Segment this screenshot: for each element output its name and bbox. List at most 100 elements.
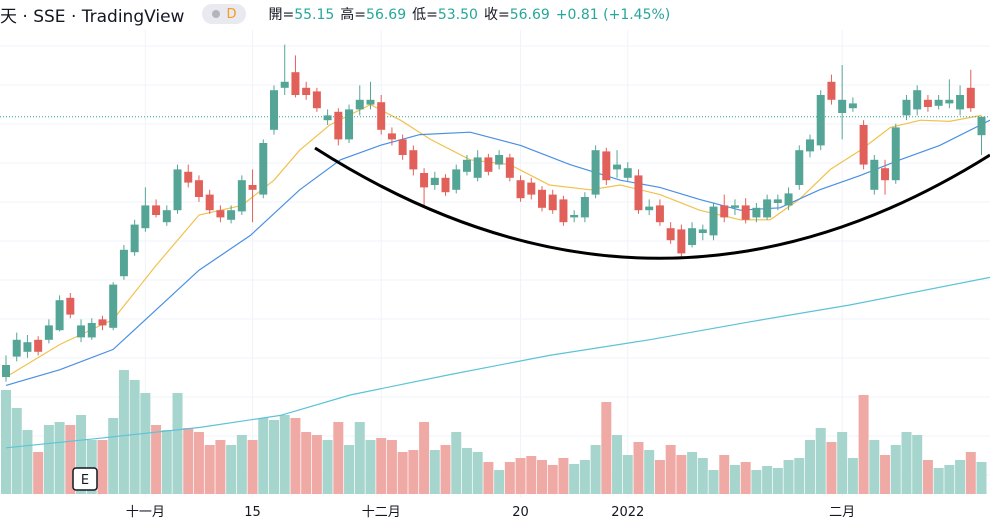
volume-bar (54, 422, 65, 494)
volume-bar (933, 468, 944, 494)
candle-body (645, 206, 654, 211)
volume-bar (376, 438, 387, 494)
volume-bar (386, 440, 397, 494)
legend-value: 55.15 (294, 7, 335, 23)
volume-bar (172, 393, 183, 494)
candle-body (666, 228, 675, 241)
candle-body (570, 215, 579, 218)
candle-body (441, 177, 450, 193)
candle-body (162, 210, 171, 223)
volume-bar (183, 428, 194, 494)
volume-bar (537, 460, 547, 494)
event-badge (72, 467, 98, 491)
candle-body (784, 193, 793, 206)
candle-body (377, 102, 386, 130)
legend-change: +0.81 (+1.45%) (555, 7, 671, 23)
volume-bar (236, 435, 247, 494)
volume-bar (279, 415, 290, 494)
volume-bar (365, 440, 376, 494)
volume-bar (955, 460, 966, 494)
candle-body (452, 169, 461, 190)
volume-bar (729, 465, 740, 494)
x-tick-label: 15 (244, 505, 261, 519)
volume-bar (590, 445, 601, 494)
candle-body (259, 143, 268, 195)
volume-bar (826, 442, 837, 494)
candle-body (934, 99, 943, 106)
volume-bar (97, 440, 108, 494)
candle-body (806, 139, 814, 152)
volume-bar (858, 395, 869, 494)
candle-body (602, 151, 611, 181)
volume-bar (526, 456, 537, 494)
volume-bar (215, 440, 226, 494)
candle-body (398, 139, 407, 155)
volume-bar (965, 452, 976, 494)
volume-bar (901, 432, 912, 494)
candle-body (77, 325, 86, 338)
volume-bar (118, 370, 129, 494)
volume-bar (483, 462, 494, 494)
candle-body (387, 133, 396, 140)
event-label: E (81, 473, 89, 488)
candle-body (902, 99, 911, 116)
candle-body (741, 205, 750, 220)
candle-body (538, 189, 546, 208)
volume-bar (612, 435, 623, 494)
volume-bar (558, 458, 569, 494)
volume-bar (290, 418, 301, 494)
candle-body (194, 180, 203, 197)
candle-body (891, 127, 900, 181)
candle-body (870, 159, 879, 190)
volume-bar (461, 448, 472, 494)
legend-key: 低= (412, 7, 438, 23)
candle-body (366, 99, 375, 105)
candle-body (334, 111, 343, 140)
volume-bar (944, 465, 955, 494)
volume-bar (676, 455, 687, 494)
candle-body (280, 81, 289, 88)
volume-bar (494, 470, 505, 494)
x-tick-label: 二月 (829, 505, 855, 519)
volume-bar (322, 440, 333, 494)
volume-bar (912, 435, 923, 494)
candle-body (623, 168, 632, 178)
candle-body (559, 199, 568, 223)
candle-body (634, 175, 643, 211)
volume-bar (569, 464, 580, 494)
volume-bar (504, 462, 515, 494)
volume-bar (654, 460, 665, 494)
candle-body (130, 224, 139, 253)
candle-body (613, 164, 622, 170)
candle-body (945, 99, 954, 104)
cup-annotation (314, 146, 990, 260)
header: 天 · SSE · TradingView D 開=55.15 高=56.69 低=… (0, 2, 676, 27)
volume-bar (129, 380, 140, 494)
candle-body (773, 199, 782, 203)
legend-key: 高= (340, 7, 367, 23)
candle-body (34, 339, 43, 352)
volume-bar (772, 468, 783, 494)
volume-bar (258, 418, 269, 494)
candle-body (730, 205, 739, 208)
candle-body (688, 228, 697, 245)
interval[interactable]: D (202, 4, 247, 24)
volume-bar (847, 458, 858, 494)
ohlc-legend: 開=55.15 高=56.69 低=53.50 收=56.69 +0.81 (+1.45… (268, 4, 676, 24)
candle-body (409, 150, 418, 170)
volume-bar (472, 452, 483, 494)
candle-body (216, 210, 225, 218)
candle-body (709, 206, 718, 236)
volume-bar (922, 460, 933, 494)
volume-bar (762, 466, 773, 494)
legend-key: 收= (483, 7, 510, 23)
candle-body (720, 205, 729, 218)
candle-body (752, 207, 761, 218)
volume-bar (633, 442, 644, 494)
volume-bar (86, 440, 97, 494)
candle-body (323, 115, 332, 121)
candle-body (977, 116, 986, 136)
candle-body (966, 87, 975, 109)
moving-average (5, 119, 990, 386)
candle-body (495, 155, 504, 165)
